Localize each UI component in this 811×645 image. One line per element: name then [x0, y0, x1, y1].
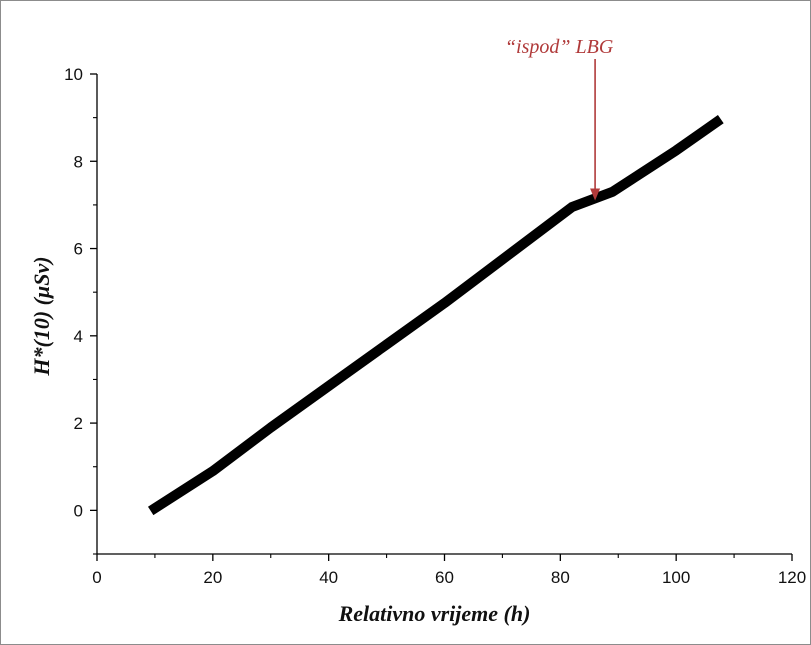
x-tick-label: 40 — [319, 568, 338, 587]
y-axis-ticks: 0 2 4 6 8 10 — [64, 65, 97, 555]
annotation-arrow-head — [590, 188, 601, 201]
data-point — [326, 384, 331, 388]
x-axis-ticks: 0 20 40 60 80 100 120 — [92, 554, 806, 587]
x-tick-label: 100 — [662, 568, 690, 587]
x-tick-label: 0 — [92, 568, 101, 587]
series-group — [147, 115, 724, 516]
data-point — [500, 257, 505, 262]
data-point — [610, 189, 615, 194]
x-tick-label: 20 — [203, 568, 222, 587]
data-point — [442, 301, 447, 306]
data-point — [674, 148, 679, 153]
annotation: “ispod” LBG — [505, 36, 614, 201]
x-tick-label: 60 — [435, 568, 454, 587]
y-tick-label: 2 — [74, 414, 83, 433]
y-tick-label: 8 — [74, 152, 83, 171]
y-tick-label: 6 — [74, 240, 83, 259]
annotation-label: “ispod” LBG — [505, 36, 614, 58]
x-axis-title: Relativno vrijeme (h) — [338, 601, 531, 626]
data-point — [210, 469, 215, 474]
y-axis-title: H*(10) (μSv) — [29, 256, 54, 376]
data-point — [569, 205, 574, 210]
y-tick-label: 4 — [74, 327, 83, 346]
y-tick-label: 10 — [64, 65, 83, 84]
x-tick-label: 80 — [551, 568, 570, 587]
series-line — [147, 115, 724, 516]
data-point — [714, 120, 719, 124]
data-point — [384, 342, 389, 347]
data-point — [268, 425, 273, 430]
x-tick-label: 120 — [778, 568, 806, 587]
data-point — [152, 506, 157, 511]
y-tick-label: 0 — [74, 501, 83, 520]
